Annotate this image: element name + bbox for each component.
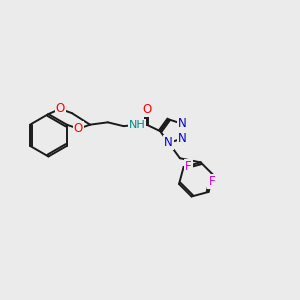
Text: N: N — [178, 117, 187, 130]
Text: N: N — [178, 132, 187, 145]
Text: F: F — [208, 175, 215, 188]
Text: N: N — [164, 136, 173, 149]
Text: O: O — [142, 103, 151, 116]
Text: F: F — [185, 160, 192, 173]
Text: NH: NH — [128, 120, 145, 130]
Text: O: O — [56, 102, 65, 116]
Text: O: O — [74, 122, 83, 135]
